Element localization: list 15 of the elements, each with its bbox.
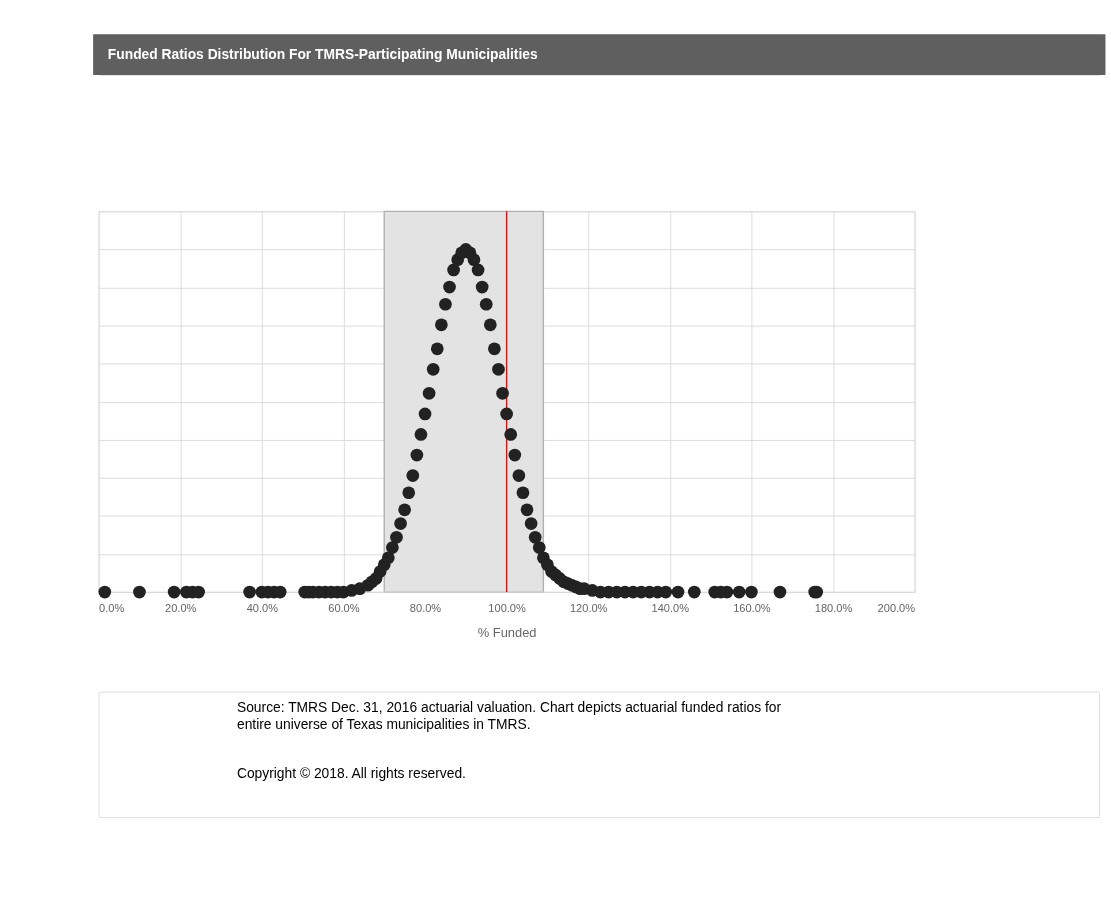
x-tick-label: 200.0% — [877, 601, 916, 614]
x-tick-label: 100.0% — [488, 601, 527, 614]
x-tick-label: 120.0% — [569, 601, 608, 614]
x-axis-title: % Funded — [477, 624, 537, 640]
x-tick-label: 20.0% — [165, 601, 197, 614]
chart-title: Funded Ratios Distribution For TMRS-Participating Municipalities — [107, 46, 538, 63]
x-tick-label: 80.0% — [409, 601, 442, 614]
x-tick-label: 140.0% — [651, 601, 690, 614]
x-tick-label: 0.0% — [99, 601, 125, 614]
x-tick-label: 180.0% — [814, 601, 853, 614]
x-tick-label: 40.0% — [246, 601, 279, 614]
text: Copyright © 2018. All rights reserved. — [236, 765, 466, 782]
x-tick-label: 60.0% — [328, 601, 360, 614]
source-note: Source: TMRS Dec. 31, 2016 actuarial valuation. Chart depicts actuarial funded ratios for entire universe of Texas municipalities in TMRS. — [236, 698, 782, 732]
x-tick-label: 160.0% — [733, 601, 771, 614]
